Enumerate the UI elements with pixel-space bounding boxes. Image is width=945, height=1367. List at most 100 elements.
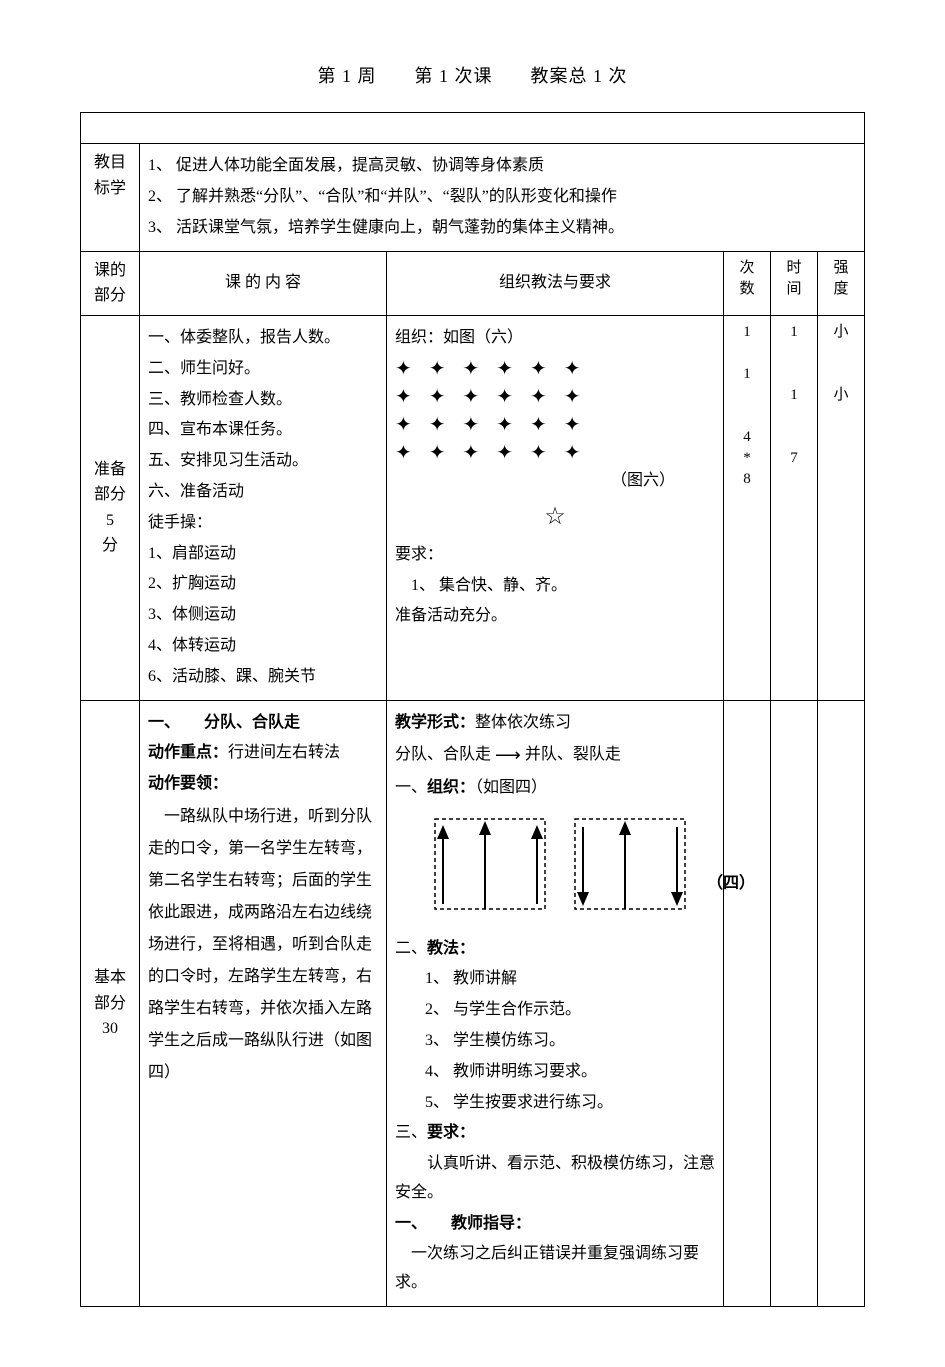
header-intensity-l1: 强 [826,258,856,279]
point-text: 行进间左右转法 [228,744,340,761]
page-title: 第 1 周 第 1 次课 教案总 1 次 [80,60,865,92]
method-item: 3、 学生模仿练习。 [395,1027,715,1056]
teach-form: 教学形式：整体依次练习 [395,709,715,738]
method-item: 5、 学生按要求进行练习。 [395,1089,715,1118]
guide-text: 一次练习之后纠正错误并重复强调练习要求。 [395,1240,715,1298]
prep-label: 准备 部分 5 分 [81,315,140,700]
count-val: 8 [732,469,762,490]
header-time-l1: 时 [779,258,809,279]
header-time: 时 间 [771,251,818,315]
method-item: 1、 教师讲解 [395,965,715,994]
time-val: 1 [779,322,809,343]
prep-label-l2: 部分 [89,482,131,508]
prep-intensities: 小 小 [818,315,865,700]
prep-line: 1、肩部运动 [148,540,378,569]
prep-line: 4、体转运动 [148,632,378,661]
action-label: 动作要领： [148,770,378,799]
basic-title: 一、 分队、合队走 [148,709,378,738]
prep-times: 1 1 7 [771,315,818,700]
fig4-label: （四） [707,870,755,899]
prep-line: 2、扩胸运动 [148,570,378,599]
prep-line: 3、体侧运动 [148,601,378,630]
formation-row: ✦ ✦ ✦ ✦ ✦ ✦ [395,411,715,439]
count-val: 1 [732,322,762,343]
goals-label: 教目 标学 [81,144,140,251]
basic-label-l1: 基本 [89,965,131,991]
time-val: 7 [779,448,809,469]
arrow-right-icon: ⟶ [495,739,521,771]
goals-content: 1、 促进人体功能全面发展，提高灵敏、协调等身体素质 2、 了解并熟悉“分队”、… [140,144,865,251]
method-item: 4、 教师讲明练习要求。 [395,1058,715,1087]
prep-line: 二、师生问好。 [148,355,378,384]
time-val: 1 [779,385,809,406]
flow-left: 分队、合队走 [395,746,491,763]
prep-req-line: 准备活动充分。 [395,602,715,631]
formation-row: ✦ ✦ ✦ ✦ ✦ ✦ [395,383,715,411]
spacer [81,113,865,144]
prep-label-l1: 准备 [89,457,131,483]
header-intensity-l2: 度 [826,279,856,300]
guide-title: 一、 教师指导： [395,1210,715,1239]
header-section-l1: 课的 [89,258,131,284]
req-title: 三、要求： [395,1119,715,1148]
prep-req-line: 1、 集合快、静、齐。 [395,572,715,601]
prep-line: 五、安排见习生活动。 [148,447,378,476]
basic-counts [724,700,771,1307]
header-count: 次 数 [724,251,771,315]
basic-label-l2: 部分 [89,991,131,1017]
count-val: 4 [732,427,762,448]
teach-form-label: 教学形式： [395,714,475,731]
header-intensity: 强 度 [818,251,865,315]
goal-item-3: 3、 活跃课堂气氛，培养学生健康向上，朝气蓬勃的集体主义精神。 [148,214,856,243]
header-section-l2: 部分 [89,283,131,309]
header-time-l2: 间 [779,279,809,300]
org-title: 一、组织：（如图四） [395,774,715,803]
header-count-l1: 次 [732,258,762,279]
basic-content: 一、 分队、合队走 动作重点：行进间左右转法 动作要领： 一路纵队中场行进，听到… [140,700,387,1307]
header-content: 课 的 内 容 [140,251,387,315]
prep-org: 组织：如图（六） ✦ ✦ ✦ ✦ ✦ ✦ ✦ ✦ ✦ ✦ ✦ ✦ ✦ ✦ ✦ ✦… [387,315,724,700]
prep-counts: 1 1 4 * 8 [724,315,771,700]
method-item: 2、 与学生合作示范。 [395,996,715,1025]
prep-req-title: 要求： [395,541,715,570]
fig6-caption: （图六） [395,467,715,496]
prep-line: 一、体委整队，报告人数。 [148,324,378,353]
basic-intensities [818,700,865,1307]
prep-section-row: 准备 部分 5 分 一、体委整队，报告人数。 二、师生问好。 三、教师检查人数。… [81,315,865,700]
basic-label-l3: 30 [89,1016,131,1042]
count-val: 1 [732,364,762,385]
flow-right: 并队、裂队走 [525,746,621,763]
teacher-star-icon: ☆ [395,496,715,539]
header-org: 组织教法与要求 [387,251,724,315]
prep-line: 四、宣布本课任务。 [148,416,378,445]
prep-line: 徒手操： [148,509,378,538]
prep-org-title: 组织：如图（六） [395,324,715,353]
basic-label: 基本 部分 30 [81,700,140,1307]
intensity-val: 小 [826,385,856,406]
method-title: 二、教法： [395,935,715,964]
intensity-val: 小 [826,322,856,343]
basic-times [771,700,818,1307]
basic-section-row: 基本 部分 30 一、 分队、合队走 动作重点：行进间左右转法 动作要领： 一路… [81,700,865,1307]
header-count-l2: 数 [732,279,762,300]
prep-label-l4: 分 [89,533,131,559]
goals-label-2: 标学 [89,176,131,202]
goals-row: 教目 标学 1、 促进人体功能全面发展，提高灵敏、协调等身体素质 2、 了解并熟… [81,144,865,251]
goals-label-1: 教目 [89,150,131,176]
teach-form-text: 整体依次练习 [475,714,571,731]
basic-org: 教学形式：整体依次练习 分队、合队走 ⟶ 并队、裂队走 一、组织：（如图四） [387,700,724,1307]
header-section: 课的 部分 [81,251,140,315]
prep-label-l3: 5 [89,508,131,534]
count-val: * [732,448,762,469]
action-body: 一路纵队中场行进，听到分队走的口令，第一名学生左转弯，第二名学生右转弯；后面的学… [148,801,378,1089]
flow-line: 分队、合队走 ⟶ 并队、裂队走 [395,739,715,771]
goal-item-1: 1、 促进人体功能全面发展，提高灵敏、协调等身体素质 [148,152,856,181]
formation-row: ✦ ✦ ✦ ✦ ✦ ✦ [395,355,715,383]
formation-row: ✦ ✦ ✦ ✦ ✦ ✦ [395,439,715,467]
basic-point: 动作重点：行进间左右转法 [148,739,378,768]
req-text: 认真听讲、看示范、积极模仿练习，注意安全。 [395,1150,715,1208]
prep-line: 6、活动膝、踝、腕关节 [148,663,378,692]
point-label: 动作重点： [148,744,228,761]
table-header-row: 课的 部分 课 的 内 容 组织教法与要求 次 数 时 间 强 度 [81,251,865,315]
prep-line: 三、教师检查人数。 [148,386,378,415]
